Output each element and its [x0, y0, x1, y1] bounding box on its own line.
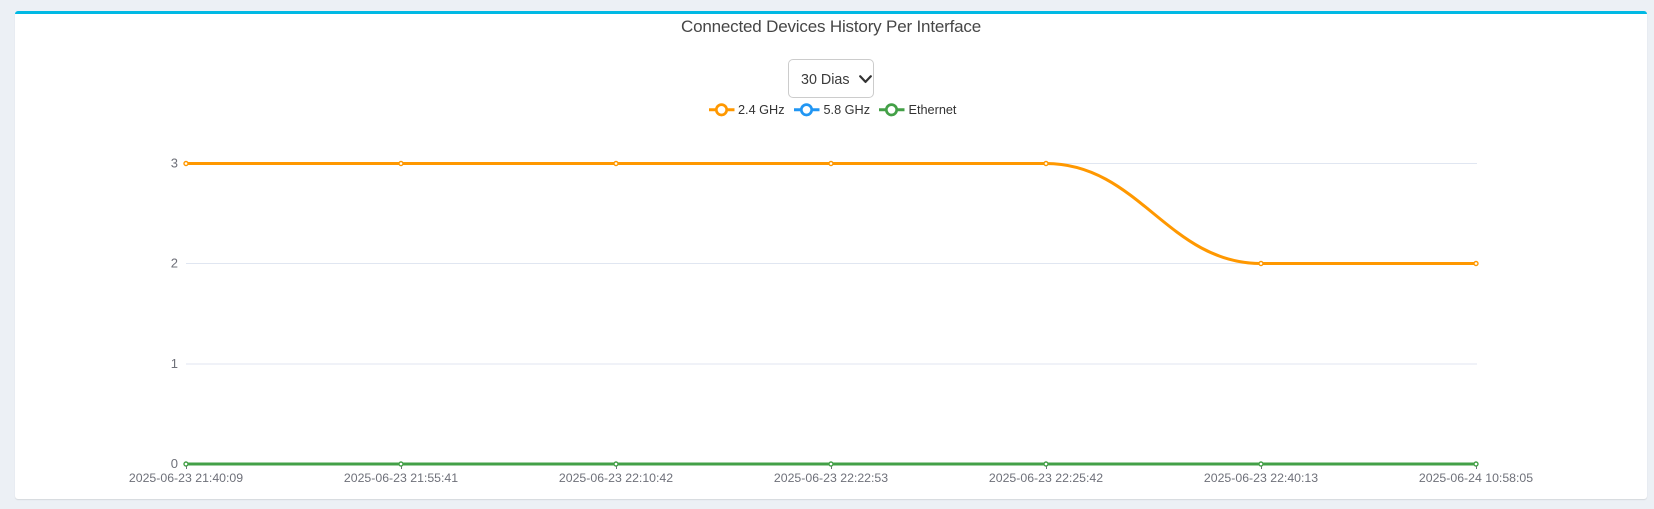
svg-text:2025-06-23 22:25:42: 2025-06-23 22:25:42: [989, 471, 1103, 485]
svg-text:2.4 GHz: 2.4 GHz: [738, 103, 785, 117]
svg-text:1: 1: [171, 356, 178, 371]
svg-text:3: 3: [171, 156, 178, 171]
svg-text:Ethernet: Ethernet: [909, 103, 957, 117]
svg-text:2025-06-23 21:40:09: 2025-06-23 21:40:09: [129, 471, 243, 485]
svg-text:5.8 GHz: 5.8 GHz: [824, 103, 871, 117]
svg-text:2025-06-23 21:55:41: 2025-06-23 21:55:41: [344, 471, 458, 485]
svg-text:2025-06-24 10:58:05: 2025-06-24 10:58:05: [1419, 471, 1533, 485]
svg-text:2025-06-23 22:22:53: 2025-06-23 22:22:53: [774, 471, 888, 485]
svg-text:2025-06-23 22:10:42: 2025-06-23 22:10:42: [559, 471, 673, 485]
svg-text:2: 2: [171, 256, 178, 271]
svg-text:0: 0: [171, 456, 178, 471]
svg-text:2025-06-23 22:40:13: 2025-06-23 22:40:13: [1204, 471, 1318, 485]
